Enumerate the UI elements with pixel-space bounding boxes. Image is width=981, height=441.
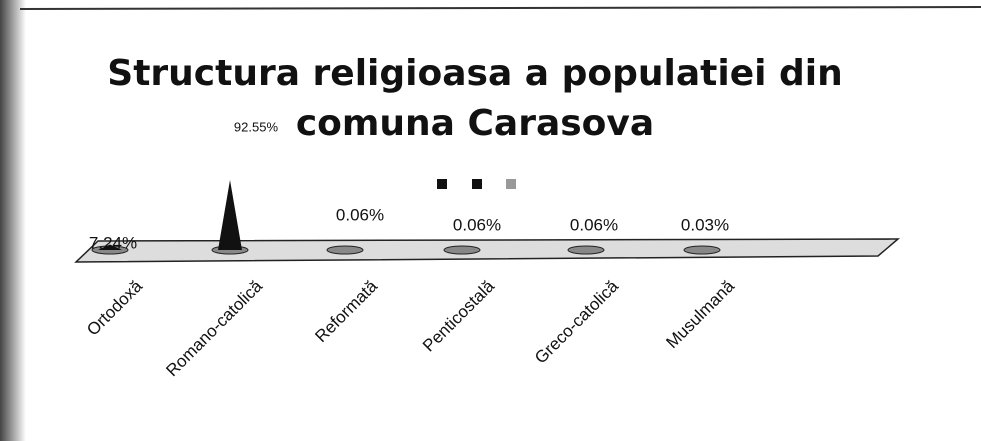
value-label: 7.24% <box>89 233 137 252</box>
value-label: 0.06% <box>453 215 501 234</box>
chart-title: Structura religioasa a populatiei din com… <box>107 53 842 144</box>
legend-swatch <box>506 179 516 189</box>
x-tick: Penticostală <box>419 276 498 355</box>
value-label: 0.06% <box>336 205 384 224</box>
top-rule <box>19 6 981 10</box>
x-tick-label: Greco-catolică <box>531 276 622 367</box>
x-tick-label: Ortodoxă <box>83 276 146 339</box>
x-tick: Ortodoxă <box>83 276 146 339</box>
legend-swatch <box>437 179 447 189</box>
x-tick: Greco-catolică <box>531 276 622 367</box>
floor <box>74 238 901 263</box>
scan-edge <box>0 0 26 441</box>
value-label: 0.03% <box>681 215 729 234</box>
x-tick-label: Romano-catolică <box>162 276 266 380</box>
x-tick-label: Reformată <box>311 276 381 346</box>
x-tick: Romano-catolică <box>162 276 266 380</box>
legend <box>437 179 516 189</box>
legend-swatch <box>472 179 482 189</box>
cone <box>218 180 242 250</box>
value-label: 92.55% <box>234 119 279 134</box>
x-tick-label: Penticostală <box>419 276 498 355</box>
cone <box>98 244 122 250</box>
value-label: 0.06% <box>570 215 618 234</box>
x-tick: Reformată <box>311 276 381 346</box>
x-tick-label: Musulmană <box>662 276 738 352</box>
x-tick: Musulmană <box>662 276 738 352</box>
